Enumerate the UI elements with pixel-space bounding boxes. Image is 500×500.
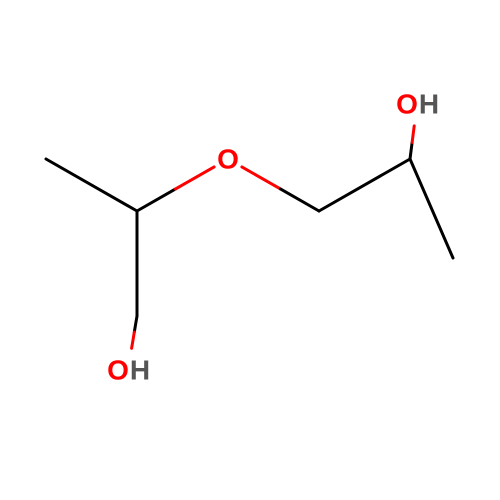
molecule-diagram: OOHOH — [0, 0, 500, 500]
atom-label-O: O — [107, 355, 129, 386]
atom-label-O: O — [396, 89, 418, 120]
atom-label-H: H — [419, 89, 439, 120]
atom-label-H: H — [130, 355, 150, 386]
bond-co-half — [412, 126, 414, 143]
canvas-bg — [0, 0, 500, 500]
bond-co-half — [410, 142, 412, 159]
atom-label-O: O — [217, 144, 239, 175]
